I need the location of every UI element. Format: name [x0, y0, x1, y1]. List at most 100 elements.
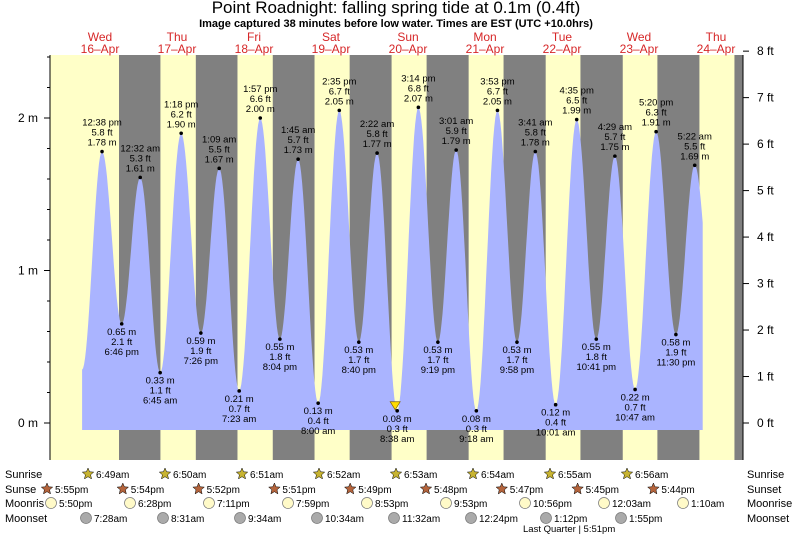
moonrise-icon [45, 497, 57, 509]
row-label-left: Sunrise [5, 469, 42, 481]
tide-point [515, 340, 519, 344]
tide-label: 1.77 m [363, 139, 392, 150]
moonset-time: 8:31am [171, 514, 204, 525]
axes: 0 m 1 m 2 m 0 ft 1 ft 2 ft 3 ft 4 ft 5 ft 6 ft 7 f… [18, 44, 774, 460]
tide-point [416, 105, 421, 110]
right-tick-label: 6 ft [757, 137, 774, 151]
tide-label: 2:35 pm [322, 76, 356, 87]
tide-point [454, 148, 458, 152]
tide-label: 0.3 ft [466, 424, 487, 435]
right-tick-label: 0 ft [757, 416, 774, 430]
tide-label: 5.8 ft [525, 128, 546, 139]
tide-point [594, 337, 599, 341]
moonrise-time: 1:10am [691, 499, 724, 510]
right-tick-label: 8 ft [757, 44, 774, 58]
tide-label: 6:45 am [143, 396, 177, 407]
tide-point [119, 322, 124, 326]
tide-label: 5.5 ft [684, 141, 705, 152]
right-tick-label: 4 ft [757, 230, 774, 244]
tide-area [82, 107, 703, 431]
tide-label: 9:19 pm [421, 365, 455, 376]
right-tick-label: 2 ft [757, 323, 774, 337]
day-date: 22–Apr [543, 42, 582, 56]
row-label-left: Moonset [5, 513, 47, 525]
tide-label: 1.90 m [167, 119, 196, 130]
sunset-time: 5:44pm [661, 485, 694, 496]
daylight-band [699, 55, 735, 460]
tide-label: 0.13 m [304, 406, 333, 417]
tide-label: 1.69 m [680, 151, 709, 162]
tide-point [179, 131, 183, 136]
sunrise-time: 6:55am [558, 470, 591, 481]
tide-label: 5.8 ft [91, 128, 112, 139]
tide-label: 1.7 ft [427, 355, 448, 366]
sunrise-time: 6:52am [327, 470, 360, 481]
day-name: Sun [397, 30, 418, 44]
sunset-icon [116, 482, 130, 495]
tide-label: 4:35 pm [560, 86, 594, 97]
tide-label: 6.5 ft [566, 96, 587, 107]
moonrise-time: 5:50pm [59, 499, 92, 510]
tide-point [613, 154, 617, 158]
tide-point [138, 175, 143, 180]
tide-label: 10:01 am [536, 428, 576, 439]
sunset-icon [268, 482, 281, 495]
tide-label: 8:38 am [380, 434, 414, 445]
tide-label: 7:26 pm [184, 356, 218, 367]
tide-point [692, 163, 697, 168]
tide-point [296, 157, 300, 161]
moonset-time: 9:34am [248, 514, 281, 525]
tide-label: 6:46 pm [105, 347, 139, 358]
tide-point [258, 116, 263, 120]
right-tick-label: 5 ft [757, 184, 774, 198]
day-date: 21–Apr [466, 42, 505, 56]
tide-label: 1.99 m [562, 106, 591, 117]
sun-moon-rows: Sunrise Sunrise 6:49am 6:50am 6:51am 6:52am 6:… [5, 467, 792, 535]
moonset-time: 1:12pm [554, 514, 587, 525]
moonrise-icon [361, 497, 373, 509]
day-name: Tue [552, 30, 573, 44]
sunset-time: 5:48pm [434, 485, 467, 496]
moonrise-time: 7:11pm [217, 499, 250, 510]
tide-label: 2.1 ft [111, 337, 132, 348]
day-date: 19–Apr [312, 42, 351, 56]
tide-label: 1.91 m [642, 118, 671, 129]
tide-label: 5.7 ft [288, 135, 309, 146]
day-name: Thu [706, 30, 727, 44]
sunset-time: 5:47pm [510, 485, 543, 496]
tide-label: 1.61 m [126, 163, 155, 174]
sunset-time: 5:49pm [358, 485, 391, 496]
tide-label: 1.67 m [205, 154, 234, 165]
tide-label: 2.05 m [325, 96, 354, 107]
tide-label: 0.55 m [582, 342, 611, 353]
left-tick-label: 0 m [18, 416, 38, 430]
tide-point [553, 402, 558, 407]
tide-label: 2.05 m [483, 96, 512, 107]
tide-label: 11:30 pm [656, 358, 695, 369]
moonrise-time: 12:03am [612, 499, 651, 510]
tide-label: 5.3 ft [130, 153, 151, 164]
tide-label: 6.7 ft [329, 86, 350, 97]
tide-curve [82, 107, 703, 431]
sunset-time: 5:55pm [55, 485, 88, 496]
sunset-icon [192, 482, 205, 495]
moonset-time: 11:32am [402, 514, 440, 525]
moonrise-time: 6:28pm [138, 499, 171, 510]
day-headers: Wed16–AprThu17–AprFri18–AprSat19–AprSun2… [81, 30, 736, 56]
moonrise-icon [124, 497, 136, 509]
tide-label: 1:18 pm [164, 99, 198, 110]
day-name: Fri [247, 30, 261, 44]
tide-label: 0.59 m [186, 336, 215, 347]
tide-label: 0.4 ft [308, 416, 329, 427]
right-tick-label: 3 ft [757, 277, 774, 291]
row-label-right: Moonrise [747, 498, 792, 510]
tide-label: 1:57 pm [243, 84, 277, 95]
sunrise-icon [620, 467, 634, 480]
tide-label: 1.78 m [521, 138, 550, 149]
tide-point [395, 409, 399, 413]
tide-point [533, 149, 538, 154]
day-name: Sat [322, 30, 341, 44]
tide-label: 8:04 pm [263, 362, 297, 373]
moonrise-icon [677, 497, 689, 509]
